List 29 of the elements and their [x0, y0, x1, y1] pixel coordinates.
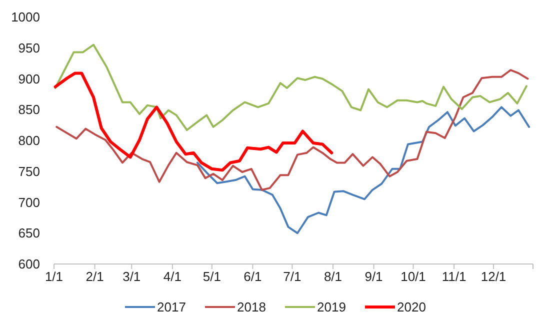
y-tick-label: 850 [18, 102, 40, 118]
x-tick-label: 3/1 [122, 269, 141, 284]
legend-label: 2017 [157, 300, 186, 315]
x-tick-label: 1/1 [44, 269, 64, 284]
y-tick-label: 900 [18, 71, 40, 86]
x-tick-label: 6/1 [244, 269, 262, 284]
y-tick-label: 750 [18, 164, 40, 179]
x-tick-label: 2/1 [86, 269, 104, 284]
y-tick-label: 950 [18, 40, 40, 56]
line-series [54, 44, 528, 132]
line-series [196, 106, 530, 234]
x-tick-label: 12/1 [480, 269, 506, 284]
x-tick-label: 7/1 [283, 269, 302, 284]
y-tick-label: 1000 [11, 10, 40, 25]
legend-label: 2020 [397, 300, 426, 315]
line-series [56, 69, 529, 191]
x-tick-label: 11/1 [442, 269, 466, 284]
legend-label: 2019 [317, 300, 346, 315]
y-tick-label: 600 [18, 256, 40, 272]
x-tick-label: 8/1 [324, 269, 342, 284]
x-tick-label: 4/1 [163, 269, 182, 284]
line-series [54, 72, 334, 172]
x-tick-label: 10/1 [400, 269, 426, 284]
x-tick-label: 9/1 [364, 269, 383, 284]
y-tick-label: 800 [18, 133, 40, 148]
x-tick-label: 5/1 [202, 269, 221, 284]
y-tick-label: 700 [18, 194, 40, 210]
y-tick-label: 650 [18, 226, 40, 241]
legend-label: 2018 [237, 300, 266, 315]
